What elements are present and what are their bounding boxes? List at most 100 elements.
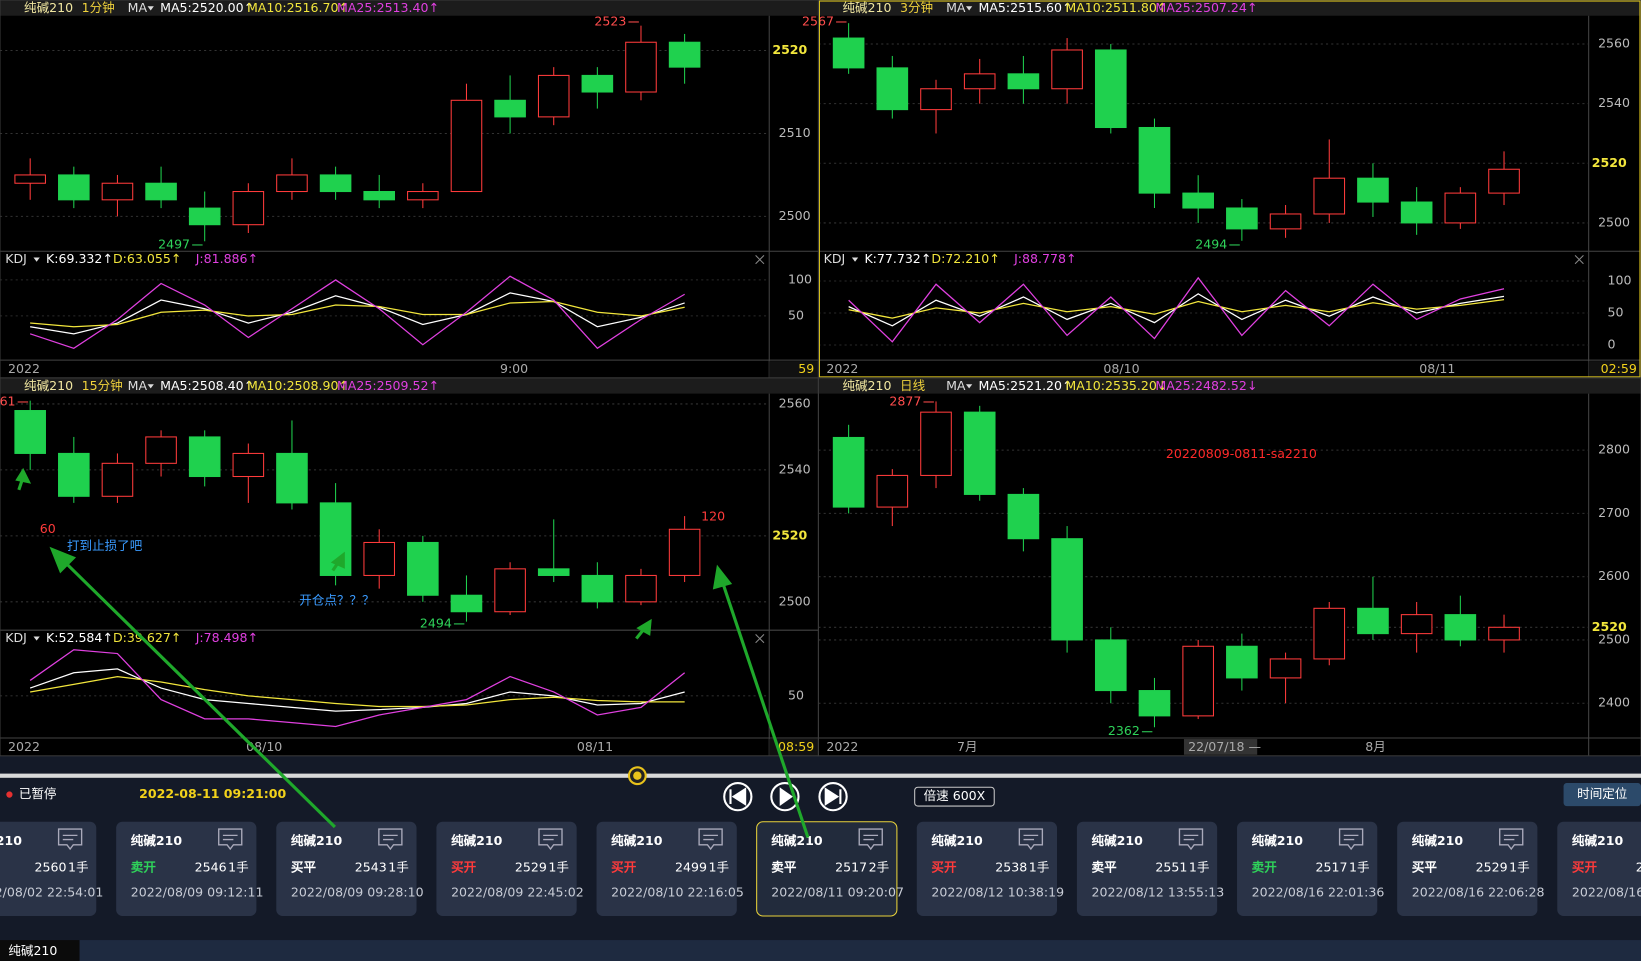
chat-icon[interactable]: [698, 828, 723, 851]
card-symbol: 纯碱210: [1572, 833, 1624, 848]
card-price: 25: [1636, 859, 1641, 874]
trade-card[interactable]: 纯碱210 买开 2538 1手 2022/08/12 10:38:19: [916, 821, 1064, 916]
high-label: 2877: [889, 393, 921, 408]
card-qty: 1手: [1349, 859, 1370, 874]
card-qty: 2手: [869, 859, 890, 874]
annotation: 开仓点？？？: [299, 592, 374, 607]
chat-icon[interactable]: [57, 828, 83, 851]
trade-card[interactable]: 纯碱210 买开 2499 1手 2022/08/10 22:16:05: [596, 821, 744, 916]
chat-icon[interactable]: [1178, 828, 1204, 851]
low-label: 2497: [158, 236, 190, 251]
header-period: 日线: [900, 378, 926, 393]
candle-body: [1357, 177, 1389, 203]
dropdown-icon[interactable]: [33, 257, 40, 262]
footer-tab[interactable]: [0, 940, 80, 961]
header-ma-label[interactable]: MA: [128, 378, 148, 393]
card-qty: 1手: [1029, 859, 1050, 874]
trade-card[interactable]: 纯碱210 买平 2543 1手 2022/08/09 09:28:10: [276, 821, 424, 916]
speed-label[interactable]: 倍速 600X: [924, 788, 986, 803]
card-time: 2022/08/12 10:38:19: [931, 884, 1064, 899]
header-ma10: MA10:2508.90↑: [247, 378, 349, 393]
chat-icon[interactable]: [218, 828, 243, 851]
close-icon[interactable]: [1574, 255, 1584, 265]
kdj-j: J:88.778↑: [1013, 251, 1076, 266]
kdj-tick-label: 100: [788, 271, 812, 286]
card-symbol: 纯碱210: [131, 833, 183, 848]
last-price-label: 2520: [1592, 155, 1627, 170]
kdj-label[interactable]: KDJ: [5, 251, 27, 266]
prev-button[interactable]: [723, 781, 753, 812]
chat-icon[interactable]: [378, 828, 403, 851]
chat-icon[interactable]: [1338, 828, 1364, 851]
dropdown-icon[interactable]: [147, 6, 154, 11]
crosshair-time-box: [1183, 739, 1258, 755]
dropdown-icon[interactable]: [851, 257, 859, 262]
dropdown-icon[interactable]: [965, 384, 973, 389]
card-price: 2538: [995, 859, 1027, 874]
kdj-line: [29, 668, 685, 712]
card-price: 2517: [1316, 859, 1348, 874]
card-qty: 1手: [548, 859, 569, 874]
x-tick-label: 9:00: [500, 361, 528, 376]
next-button[interactable]: [818, 781, 848, 812]
high-label: 2523: [594, 13, 626, 28]
card-bg[interactable]: [1557, 821, 1641, 916]
close-icon[interactable]: [755, 255, 765, 265]
status-label: 已暂停: [19, 786, 57, 801]
speed-box[interactable]: [914, 786, 995, 807]
trade-card[interactable]: 纯碱210 卖开 2546 1手 2022/08/09 09:12:11: [116, 821, 263, 916]
card-symbol: 纯碱210: [1412, 833, 1464, 848]
trade-card[interactable]: 纯碱210 买开 2529 1手 2022/08/09 22:45:02: [436, 821, 584, 916]
chat-icon[interactable]: [858, 828, 883, 851]
kdj-line: [848, 276, 1505, 343]
trade-card[interactable]: 纯碱210 买平 2529 1手 2022/08/16 22:06:28: [1397, 821, 1544, 916]
chart-panel: 纯碱210 日线 MA MA5:2521.20↑MA10:2535.20↓MA25:2…: [817, 377, 1641, 757]
chat-icon[interactable]: [1018, 828, 1044, 851]
dropdown-icon[interactable]: [147, 384, 154, 389]
header-symbol: 纯碱210: [842, 0, 891, 15]
y-tick-label: 2560: [779, 395, 811, 410]
footer-tab-label[interactable]: 纯碱210: [8, 943, 57, 958]
candle-body: [58, 174, 90, 201]
dropdown-icon[interactable]: [33, 636, 40, 641]
progress-track[interactable]: [0, 773, 1641, 778]
header-ma5: MA5:2521.20↑: [979, 378, 1073, 393]
kdj-label[interactable]: KDJ: [5, 630, 27, 645]
chart-panel: 纯碱210 1分钟 MA MA5:2520.00↑MA10:2516.70↑MA25:…: [0, 0, 819, 379]
card-time: 2022/08/09 09:28:10: [291, 884, 424, 899]
header-ma-label[interactable]: MA: [946, 378, 966, 393]
low-label: 2362: [1108, 723, 1140, 738]
locate-button[interactable]: [1563, 783, 1641, 807]
last-price-label: 2520: [1592, 619, 1627, 634]
trade-card[interactable]: 纯碱210 卖平 2551 1手 2022/08/12 13:55:13: [1076, 821, 1224, 916]
header-ma-label[interactable]: MA: [946, 0, 966, 15]
trade-card[interactable]: 纯碱210买平25601手2022/08/02 22:54:01: [0, 821, 103, 916]
kdj-label[interactable]: KDJ: [824, 251, 846, 266]
card-qty: 1手: [709, 859, 730, 874]
play-button[interactable]: [770, 781, 800, 812]
header-symbol: 纯碱210: [842, 378, 891, 393]
trade-card[interactable]: 纯碱210 卖平 2517 2手 2022/08/11 09:20:07: [756, 821, 904, 917]
kdj-k: K:77.732↑: [864, 251, 931, 266]
corner-label: 08:59: [778, 739, 814, 754]
y-tick-label: 2500: [779, 208, 811, 223]
card-symbol: 纯碱210: [771, 833, 823, 848]
dropdown-icon[interactable]: [965, 6, 973, 11]
y-tick-label: 2500: [1598, 214, 1630, 229]
trade-card[interactable]: 纯碱210 卖开 2517 1手 2022/08/16 22:01:36: [1237, 821, 1384, 916]
locate-label[interactable]: 时间定位: [1577, 786, 1627, 801]
high-label: 2561: [0, 393, 16, 408]
header-ma-label[interactable]: MA: [128, 0, 148, 15]
candle-body: [494, 568, 526, 613]
header-ma5: MA5:2515.60↑: [979, 0, 1073, 15]
trade-card[interactable]: 纯碱210 买开 25 2022/08/16: [1557, 821, 1641, 916]
charts: 纯碱210 1分钟 MA MA5:2520.00↑MA10:2516.70↑MA25:…: [0, 0, 1641, 757]
card-time: 2022/08/16: [1572, 884, 1641, 899]
close-icon[interactable]: [755, 634, 765, 644]
chat-icon[interactable]: [538, 828, 563, 851]
y-tick-label: 2800: [1598, 442, 1630, 457]
replay-datetime: 2022-08-11 09:21:00: [139, 786, 286, 801]
chat-icon[interactable]: [1499, 828, 1524, 851]
candle-body: [537, 568, 570, 576]
candle-body: [1094, 639, 1127, 692]
